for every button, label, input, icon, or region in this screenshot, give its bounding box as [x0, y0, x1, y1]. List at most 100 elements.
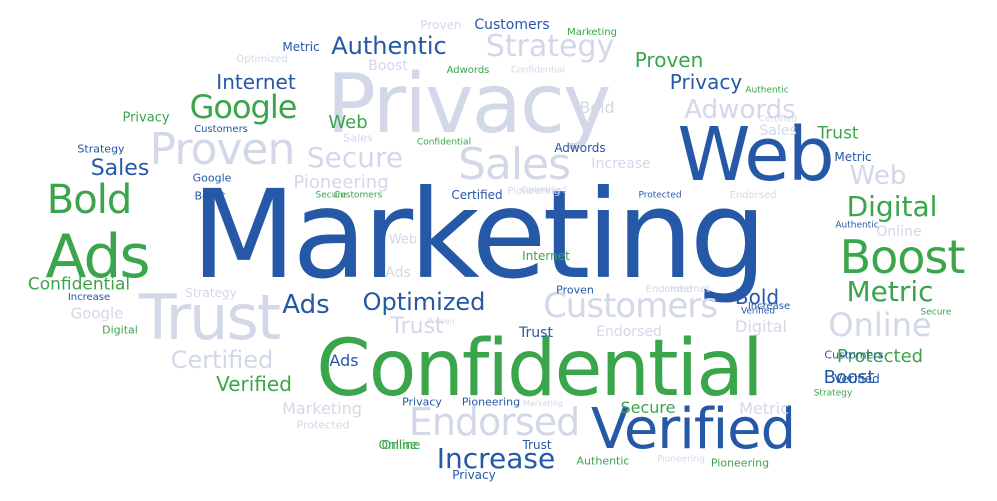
word-metric: Metric	[282, 40, 320, 54]
word-metric: Metric	[846, 275, 934, 308]
word-privacy: Privacy	[669, 70, 743, 94]
word-verified: Verified	[834, 372, 880, 386]
word-certified: Certified	[758, 114, 798, 125]
word-web: Web	[677, 112, 834, 198]
word-trust: Trust	[519, 325, 553, 341]
word-trust: Trust	[390, 314, 444, 339]
word-confidential: Confidential	[416, 137, 472, 148]
word-ads: Ads	[45, 222, 150, 292]
word-authentic: Authentic	[331, 32, 447, 60]
word-strategy: Strategy	[485, 29, 615, 64]
word-confidential: Confidential	[510, 65, 566, 76]
word-internet: Internet	[670, 284, 710, 295]
word-bold: Bold	[46, 177, 132, 223]
word-confidential: Confidential	[316, 324, 763, 414]
word-metric: Metric	[739, 399, 789, 418]
word-digital: Digital	[846, 190, 938, 223]
word-adwords: Adwords	[446, 65, 490, 76]
word-proven: Proven	[556, 283, 594, 297]
word-privacy: Privacy	[122, 110, 170, 126]
word-internet: Internet	[522, 249, 570, 263]
word-endorsed: Endorsed	[729, 190, 777, 201]
word-increase: Increase	[436, 442, 556, 475]
word-strategy: Strategy	[77, 142, 125, 156]
word-optimized: Optimized	[520, 185, 568, 196]
word-online: Online	[876, 224, 922, 240]
word-sales: Sales	[457, 139, 571, 190]
word-adwords: Adwords	[684, 95, 796, 125]
word-certified: Certified	[451, 188, 503, 202]
word-web: Web	[849, 161, 907, 191]
word-increase: Increase	[67, 292, 111, 303]
word-adwords: Adwords	[554, 141, 606, 155]
word-pioneering: Pioneering	[657, 454, 705, 465]
word-boost: Boost	[839, 230, 966, 284]
word-pioneering: Pioneering	[461, 395, 521, 409]
word-optimized: Optimized	[236, 54, 288, 65]
word-authentic: Authentic	[835, 220, 879, 231]
word-google: Google	[70, 304, 124, 323]
word-secure: Secure	[306, 141, 404, 174]
word-ads: Ads	[385, 265, 411, 281]
word-protected: Protected	[638, 190, 682, 201]
word-customers: Customers	[543, 286, 718, 326]
word-google: Google	[189, 88, 298, 126]
word-secure: Secure	[315, 190, 347, 201]
word-online: Online	[381, 438, 421, 452]
word-marketing: Marketing	[523, 399, 563, 408]
word-strategy: Strategy	[185, 286, 237, 300]
word-marketing: Marketing	[567, 27, 617, 38]
word-proven: Proven	[634, 48, 704, 72]
word-marketing: Marketing	[190, 164, 767, 306]
word-verified: Verified	[216, 372, 292, 396]
word-customers: Customers	[333, 190, 383, 201]
word-privacy: Privacy	[326, 57, 612, 152]
word-digital: Digital	[735, 317, 787, 336]
word-web: Web	[328, 112, 368, 133]
word-sales: Sales	[759, 123, 797, 139]
word-pioneering: Pioneering	[293, 172, 389, 193]
word-authentic: Authentic	[745, 85, 789, 96]
word-bold: Bold	[579, 98, 615, 117]
word-proven: Proven	[420, 18, 462, 32]
word-strategy: Strategy	[813, 388, 853, 399]
word-verified: Verified	[590, 397, 796, 462]
word-ads: Ads	[329, 351, 359, 370]
word-protected: Protected	[836, 346, 924, 367]
word-verified: Verified	[740, 306, 776, 317]
word-online: Online	[378, 438, 418, 452]
word-digital: Digital	[102, 323, 138, 337]
word-proven: Proven	[149, 124, 296, 175]
word-protected: Protected	[296, 418, 350, 432]
word-internet: Internet	[216, 70, 296, 94]
word-customers: Customers	[474, 17, 550, 33]
word-bold: Bold	[734, 285, 780, 309]
word-privacy: Privacy	[402, 395, 442, 409]
word-endorsed: Endorsed	[645, 284, 693, 295]
word-secure: Secure	[920, 307, 952, 318]
word-google: Google	[192, 171, 232, 185]
word-boost: Boost	[368, 58, 408, 74]
word-certified: Certified	[170, 346, 274, 374]
word-trust: Trust	[522, 438, 552, 452]
word-increase: Increase	[591, 156, 651, 172]
word-optimized: Optimized	[362, 288, 486, 316]
word-proven: Proven	[427, 317, 455, 326]
word-endorsed: Endorsed	[596, 324, 662, 340]
word-online: Online	[828, 306, 932, 344]
word-privacy: Privacy	[452, 468, 496, 482]
word-authentic: Authentic	[576, 454, 630, 468]
word-sales: Sales	[90, 156, 150, 181]
word-confidential: Confidential	[27, 274, 131, 295]
word-metric: Metric	[834, 150, 872, 164]
word-secure: Secure	[620, 398, 676, 417]
word-customers: Customers	[824, 348, 884, 362]
word-trust: Trust	[817, 123, 859, 144]
word-web: Web	[388, 232, 418, 248]
word-endorsed: Endorsed	[408, 400, 580, 444]
word-pioneering: Pioneering	[710, 456, 770, 470]
word-pioneering: Pioneering	[507, 186, 561, 197]
word-increase: Increase	[747, 301, 791, 312]
word-boost: Boost	[194, 189, 226, 203]
